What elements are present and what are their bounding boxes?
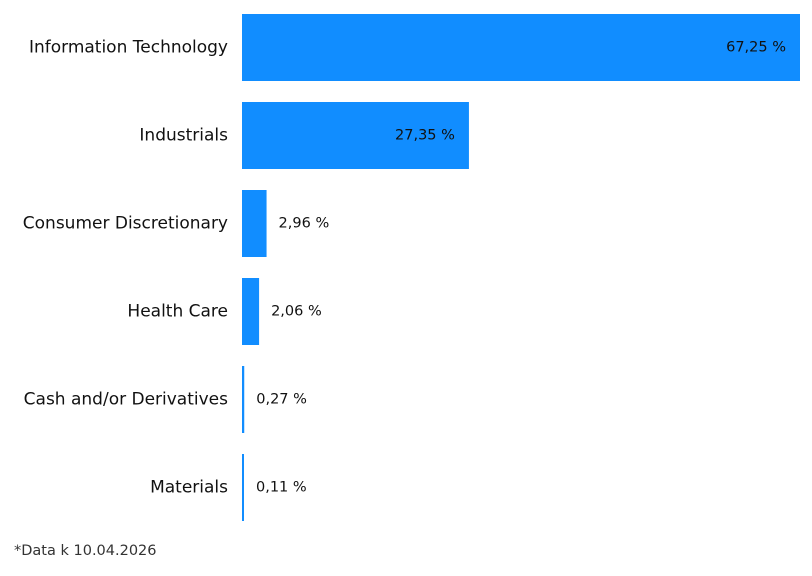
value-label-4: 0,27 % bbox=[256, 392, 307, 408]
bar-0 bbox=[242, 14, 800, 81]
category-label-4: Cash and/or Derivatives bbox=[24, 390, 228, 410]
category-label-2: Consumer Discretionary bbox=[23, 214, 228, 234]
value-label-1: 27,35 % bbox=[395, 128, 455, 144]
category-label-0: Information Technology bbox=[29, 38, 228, 58]
value-label-0: 67,25 % bbox=[726, 40, 786, 56]
value-label-5: 0,11 % bbox=[256, 480, 307, 496]
value-label-2: 2,96 % bbox=[279, 216, 330, 232]
bar-2 bbox=[242, 190, 267, 257]
value-label-3: 2,06 % bbox=[271, 304, 322, 320]
bar-3 bbox=[242, 278, 260, 345]
bar-5 bbox=[242, 454, 244, 521]
category-label-1: Industrials bbox=[139, 126, 228, 146]
value-labels-group: 67,25 % 27,35 % 2,96 % 2,06 % 0,27 % 0,11 % bbox=[256, 40, 786, 496]
bars-group bbox=[242, 14, 800, 521]
bar-1 bbox=[242, 102, 469, 169]
category-label-5: Materials bbox=[150, 478, 228, 498]
category-label-3: Health Care bbox=[127, 302, 228, 322]
bar-4 bbox=[242, 366, 245, 433]
category-labels-group: Information Technology Industrials Consume… bbox=[23, 38, 228, 498]
data-date-footnote: *Data k 10.04.2026 bbox=[14, 543, 157, 559]
